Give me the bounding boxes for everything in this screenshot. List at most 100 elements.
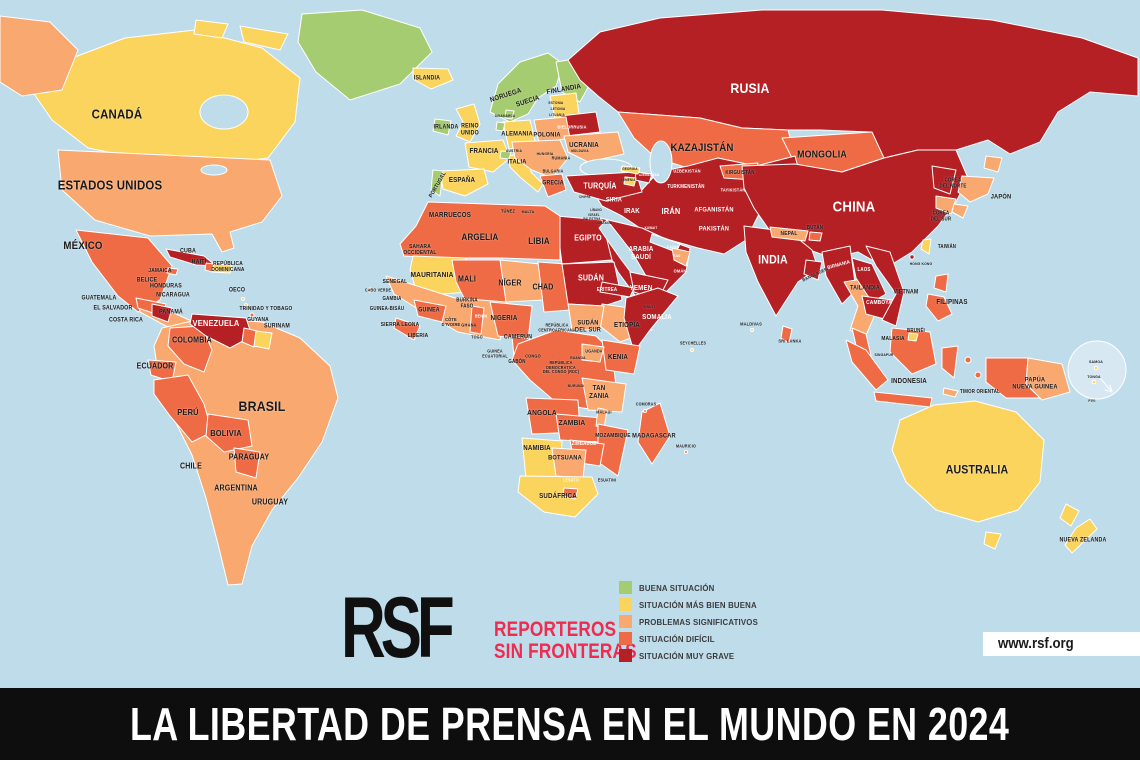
country-label: OECO [228,287,246,294]
legend-swatch [619,649,632,662]
legend-label: BUENA SITUACIÓN [639,582,715,593]
country-label: REPÚBLICA DEMOCRÁTICA DEL CONGO (RDC) [542,359,580,375]
country-label: SUDÁN [578,273,604,283]
country-label: INDONESIA [891,378,927,386]
country-label: OMÁN [673,268,687,274]
country-label: KUWAIT [644,226,658,231]
country-label: PAKISTÁN [698,225,730,233]
country-label: MAURITANIA [410,269,454,279]
country-label: CHAD [532,282,554,292]
legend-item: BUENA SITUACIÓN [619,579,768,596]
legend-item: SITUACIÓN DIFÍCIL [619,630,768,647]
country-label: UCRANIA [569,142,599,150]
country-label: REINO UNIDO [461,123,479,136]
country-label: CONGO [525,353,541,359]
country-shape-australia [891,400,1045,523]
country-shape-alaska [0,15,79,97]
legend-item: SITUACIÓN MÁS BIEN BUENA [619,596,768,613]
country-shape-papua-new-guinea [1025,357,1071,401]
country-label: FIYI [1088,397,1096,403]
country-label: GUINEA [418,307,440,314]
legend-swatch [619,598,632,611]
country-label: ARGENTINA [214,483,258,493]
country-label: ISLANDIA [413,75,441,82]
country-label: ESTONIA [548,101,564,106]
country-label: GUINEA-BISÁU [369,306,405,313]
country-label: PANAMÁ [159,309,183,316]
country-label: NIGERIA [490,315,518,323]
country-label: SEYCHELLES [679,340,707,346]
country-label: PAPÚA NUEVA GUINEA [1012,376,1058,391]
country-shape-venezuela [189,313,253,349]
country-shape-greenland [297,9,433,101]
country-label: MADAGASCAR [632,432,676,440]
country-label: MOLDAVIA [571,149,589,154]
country-label: RUMANIA [551,155,571,161]
country-label: BURUNDI [567,383,585,388]
country-shape-france [464,139,511,173]
region-shape-north-africa [399,201,561,261]
country-label: RUSIA [730,80,770,97]
country-shape-peru [153,374,213,443]
country-label: GEORGIA [622,167,638,172]
country-label: BIRMANIA [826,259,851,272]
country-label: SURINAM [264,323,290,330]
country-label: NICARAGUA [156,292,190,299]
country-shape-nicaragua [151,303,173,323]
country-label: COLOMBIA [172,335,212,345]
country-label: MALI [458,274,476,284]
country-label: INDIA [758,252,788,267]
country-label: LÍBANO [590,208,602,213]
country-label: DINAMARCA [494,114,516,119]
legend-label: SITUACIÓN MUY GRAVE [639,650,735,661]
country-label: COREA DEL SUR [930,210,952,222]
country-shape-uk [455,103,481,143]
legend-swatch [619,615,632,628]
country-labels-layer: CANADÁ ESTADOS UNIDOS MÉXICO CUBA HAITÍ REPÚB… [58,75,1107,544]
legend-swatch [619,581,632,594]
legend-label: SITUACIÓN DIFÍCIL [639,633,715,644]
country-label: ARMENIA [620,178,636,183]
country-label: GHANA [461,322,477,328]
country-label: AUSTRALIA [945,462,1009,477]
country-label: GRECIA [542,180,564,187]
country-label: LITUANIA [549,113,565,118]
world-map [0,9,1139,586]
country-label: PERÚ [177,407,199,418]
country-shape-borneo [889,327,937,375]
country-label: COREA DEL NORTE [939,177,967,189]
country-shape-sudan [561,261,623,307]
country-label: AUSTRIA [505,148,523,153]
country-label: ZIMBABUE [571,441,597,448]
rsf-logo-acronym: RSF [341,580,455,676]
country-label: UGANDA [585,348,603,354]
country-label: MALTA [521,208,535,214]
country-shape-canada [29,29,301,167]
country-label: ITALIA [507,158,527,166]
country-label: SOMALIA [642,314,672,322]
country-label: KAZAJISTÁN [670,141,734,154]
country-label: GUATEMALA [81,295,117,302]
country-label: AFGANISTÁN [694,206,734,214]
country-label: IRÁN [661,206,681,217]
country-label: ALEMANIA [501,130,533,138]
country-label: FILIPINAS [936,299,968,307]
country-label: PALESTINA [583,217,601,222]
country-label: PARAGUAY [228,452,270,462]
country-label: UZBEKISTÁN [673,168,701,174]
country-label: GUYANA [247,316,269,323]
legend-item: SITUACIÓN MUY GRAVE [619,647,768,664]
country-label: BULGARIA [542,168,564,174]
country-label: EAU [673,254,681,259]
website-bar[interactable]: www.rsf.org [983,632,1140,656]
legend-label: PROBLEMAS SIGNIFICATIVOS [639,616,758,627]
country-label: RUANDA [570,355,586,360]
country-label: SAMOA [1089,358,1103,364]
country-label: TURKMENISTÁN [667,184,705,191]
country-label: TÚNEZ [500,208,516,214]
country-label: ISRAEL [588,213,600,218]
country-label: KIRGUISTÁN [725,170,755,177]
country-label: MALAUI [596,409,612,415]
country-label: MARRUECOS [429,212,471,220]
country-label: EL SALVADOR [93,305,133,312]
